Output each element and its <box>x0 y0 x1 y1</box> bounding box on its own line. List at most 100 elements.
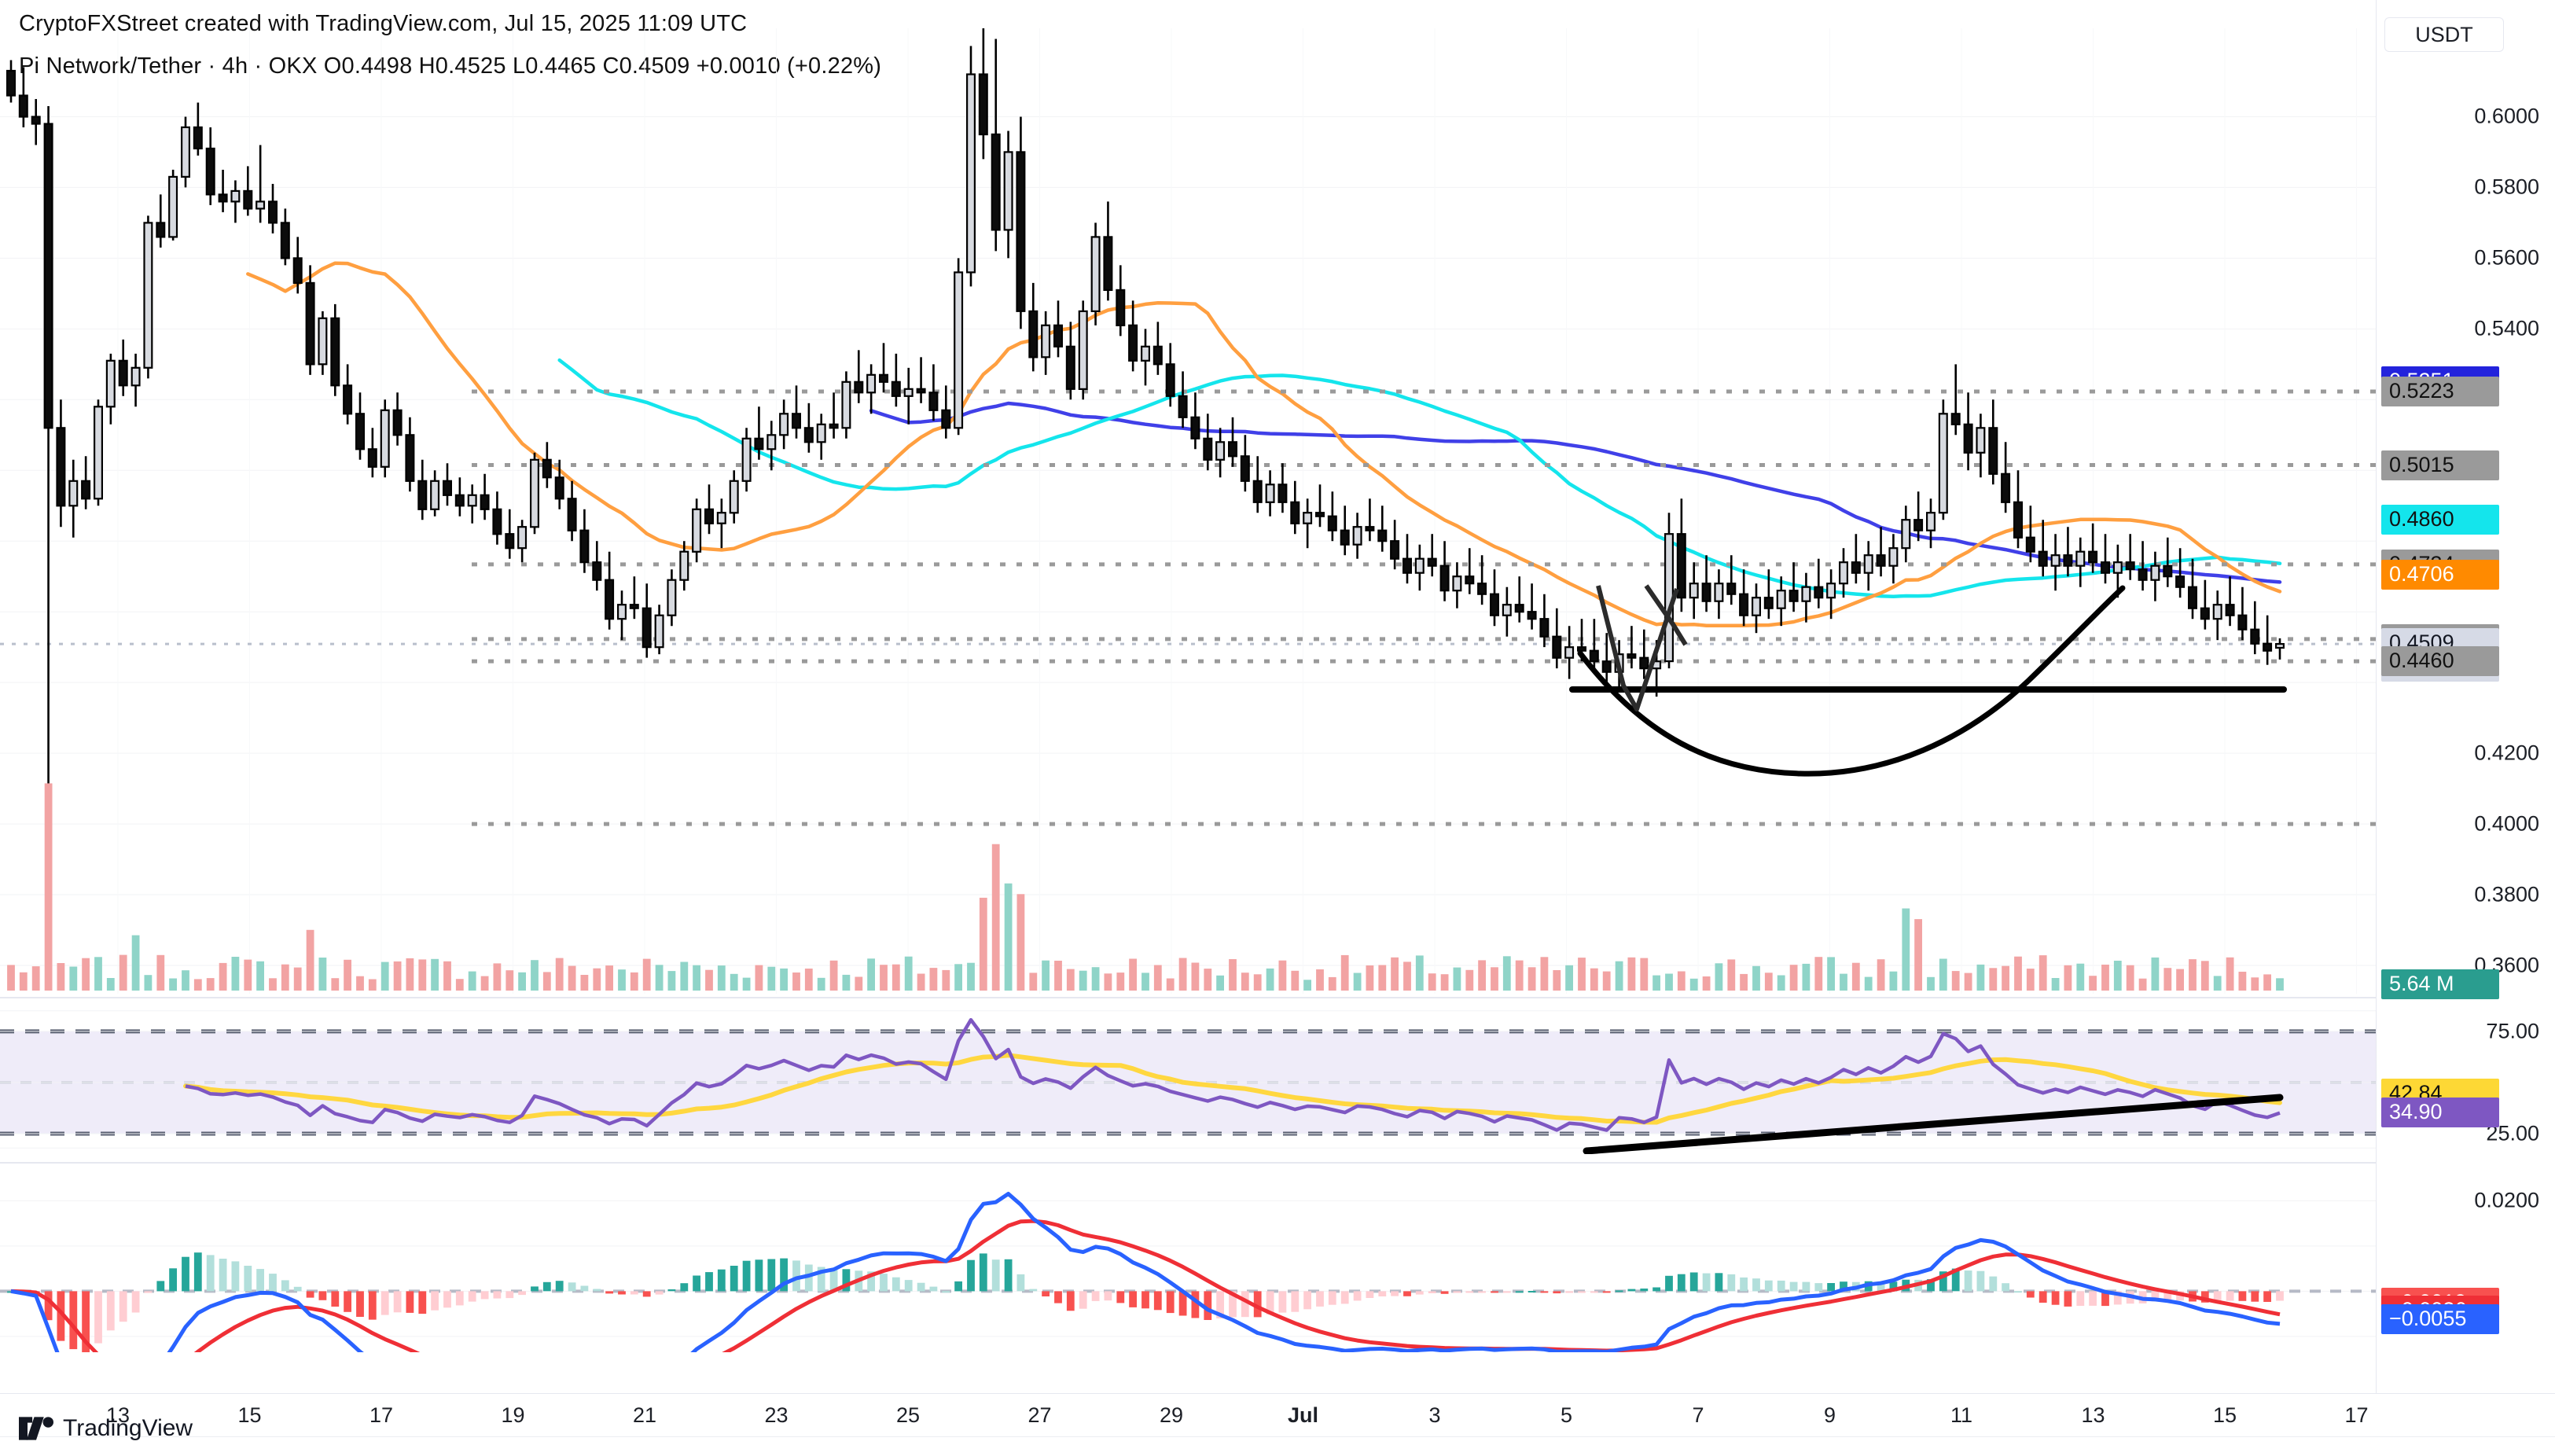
price-plot <box>0 28 2376 994</box>
volume-bar <box>2038 955 2047 991</box>
candlestick <box>928 392 939 411</box>
axis-badge-macd-line[interactable]: −0.0055 <box>2381 1304 2499 1334</box>
macd-histogram-bar <box>1540 1291 1549 1293</box>
volume-bar <box>1715 963 1723 991</box>
candlestick <box>2150 564 2160 581</box>
candlestick <box>343 384 353 415</box>
candlestick <box>56 427 66 507</box>
axis-badge-ma-mid-cyan[interactable]: 0.4860 <box>2381 505 2499 535</box>
volume-bar <box>1016 894 1025 991</box>
price-axis[interactable]: USDT 0.6000 0.5800 0.5600 0.5400 0.4200 0.400… <box>2376 0 2555 1393</box>
macd-histogram-bar <box>1116 1291 1125 1303</box>
candlestick <box>1589 649 1599 663</box>
macd-histogram-bar <box>1840 1281 1847 1292</box>
volume-bar <box>1752 965 1760 991</box>
candlestick <box>2250 628 2260 645</box>
candlestick <box>1826 583 1836 599</box>
volume-bar <box>318 958 327 991</box>
rsi-divergence-trendline[interactable] <box>1583 1094 2284 1154</box>
candlestick <box>605 579 615 620</box>
candlestick <box>1041 324 1051 358</box>
price-pane[interactable] <box>0 28 2376 994</box>
candlestick <box>616 604 627 620</box>
candlestick <box>1763 597 1774 609</box>
macd-histogram-bar <box>1727 1274 1736 1292</box>
candlestick <box>430 480 440 510</box>
v-trendline-left[interactable] <box>1596 585 1679 711</box>
symbol-ohlc-legend[interactable]: Pi Network/Tether · 4h · OKX O0.4498 H0.… <box>19 53 882 79</box>
volume-bar <box>182 970 189 991</box>
volume-bar <box>755 965 763 991</box>
currency-chip[interactable]: USDT <box>2384 17 2504 52</box>
candlestick <box>1814 586 1824 599</box>
macd-histogram-bar <box>69 1291 78 1350</box>
volume-bar <box>1914 919 1922 991</box>
candlestick <box>1252 480 1263 503</box>
volume-bar <box>1328 976 1336 991</box>
axis-badge-level-0p5015[interactable]: 0.5015 <box>2381 450 2499 480</box>
candlestick <box>941 409 951 429</box>
rounding-bottom-curve[interactable] <box>1577 585 2126 777</box>
volume-bar <box>1889 971 1898 991</box>
candlestick <box>954 271 964 429</box>
candlestick <box>43 123 53 429</box>
candlestick <box>1888 547 1899 567</box>
chart-drawings[interactable] <box>1569 584 2287 777</box>
rsi-pane[interactable] <box>0 1005 2376 1154</box>
axis-badge-level-0p4460[interactable]: 0.4460 <box>2381 646 2499 677</box>
volume-bar <box>1403 961 1411 991</box>
macd-histogram-bar <box>605 1291 613 1294</box>
macd-histogram-bar <box>1428 1291 1436 1293</box>
macd-histogram-bar <box>131 1291 140 1313</box>
volume-bar <box>568 965 576 991</box>
candlestick <box>492 508 502 535</box>
time-axis-tick: 19 <box>501 1403 525 1427</box>
time-axis-tick: 5 <box>1560 1403 1573 1427</box>
v-trendline-right[interactable] <box>1644 584 1688 646</box>
volume-bar <box>406 958 414 991</box>
macd-histogram-bar <box>2276 1291 2284 1301</box>
macd-histogram-bar <box>1216 1291 1224 1318</box>
volume-bar <box>193 979 202 991</box>
volume-bar <box>344 959 351 991</box>
volume-bar <box>655 965 664 991</box>
volume-bar <box>7 965 15 991</box>
volume-bar <box>1216 975 1224 991</box>
macd-histogram-bar <box>356 1291 364 1317</box>
macd-pane[interactable] <box>0 1171 2376 1352</box>
candlestick <box>829 423 839 429</box>
candlestick <box>1514 604 1524 613</box>
candlestick <box>903 388 914 397</box>
candlestick <box>1950 413 1961 425</box>
volume-bar <box>1042 960 1050 991</box>
candlestick <box>1003 151 1013 231</box>
candlestick <box>1689 583 1699 599</box>
axis-badge-level-0p5223[interactable]: 0.5223 <box>2381 376 2499 406</box>
macd-histogram-bar <box>1677 1274 1686 1292</box>
macd-histogram-bar <box>655 1291 664 1295</box>
candlestick <box>31 116 41 125</box>
volume-bar <box>2113 961 2122 991</box>
axis-badge-value: 0.4860 <box>2389 507 2454 531</box>
candlestick <box>2188 586 2198 609</box>
axis-badge-ma-short-orange[interactable]: 0.4706 <box>2381 559 2499 590</box>
volume-bar <box>306 929 314 991</box>
axis-badge-volume-last[interactable]: 5.64 M <box>2381 969 2499 999</box>
candlestick <box>1439 564 1450 592</box>
macd-histogram-bar <box>1054 1291 1062 1303</box>
volume-bar <box>705 969 713 991</box>
macd-histogram-bar <box>804 1264 813 1292</box>
volume-bar <box>31 966 40 991</box>
candlestick <box>754 437 764 450</box>
macd-histogram-bar <box>1253 1291 1262 1318</box>
candlestick <box>93 406 103 500</box>
candlestick <box>716 512 726 524</box>
time-axis[interactable]: 13 15 17 19 21 23 25 27 29 Jul 3 5 7 9 11 13 15 17 <box>0 1393 2555 1437</box>
pane-separator[interactable] <box>0 1162 2376 1164</box>
macd-histogram-bar <box>942 1291 950 1293</box>
candlestick <box>704 508 714 524</box>
pane-separator[interactable] <box>0 997 2376 998</box>
axis-badge-rsi-value[interactable]: 34.90 <box>2381 1097 2499 1127</box>
candlestick <box>392 409 403 436</box>
volume-bar <box>1378 965 1387 991</box>
